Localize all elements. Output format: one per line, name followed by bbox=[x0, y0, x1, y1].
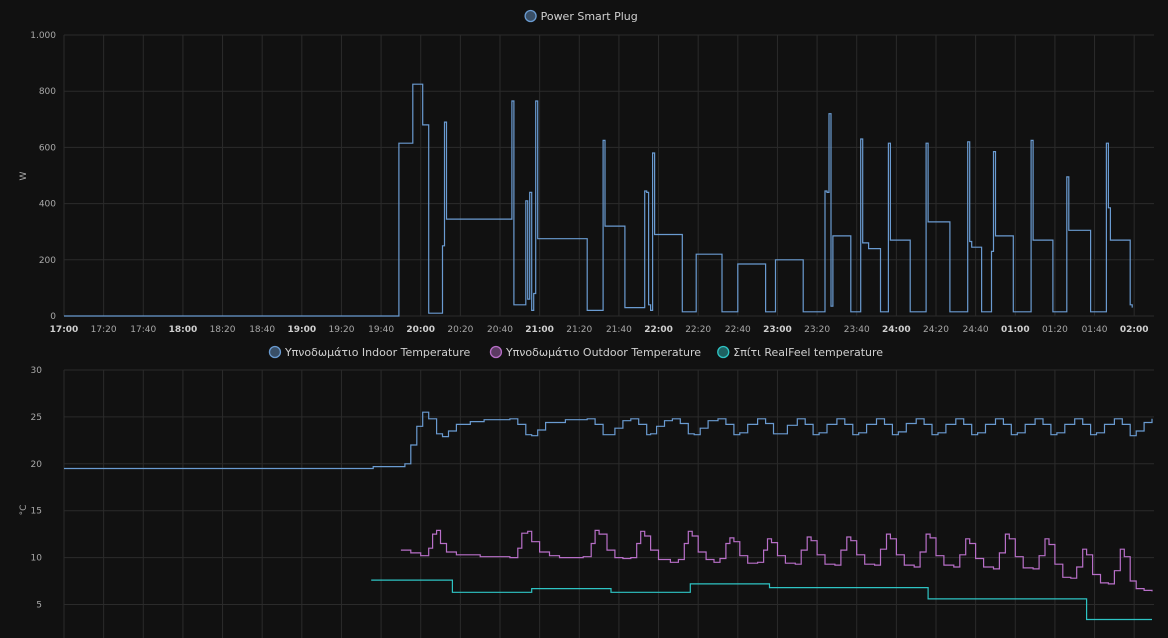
series-line bbox=[64, 83, 1133, 317]
power-legend[interactable]: Power Smart Plug bbox=[524, 9, 638, 23]
legend-label: Power Smart Plug bbox=[541, 10, 638, 23]
temperature-y-axis-title: °C bbox=[19, 505, 29, 516]
x-tick-label: 21:20 bbox=[566, 325, 592, 335]
x-tick-label: 23:00 bbox=[763, 325, 792, 335]
y-tick-label: 200 bbox=[39, 256, 56, 266]
temperature-chart: Υπνοδωμάτιο Indoor Temperature Υπνοδωμάτι… bbox=[19, 345, 1154, 638]
x-tick-label: 17:20 bbox=[91, 325, 117, 335]
legend-swatch-icon bbox=[268, 345, 282, 359]
legend-item[interactable]: Υπνοδωμάτιο Indoor Temperature bbox=[268, 345, 471, 359]
x-tick-label: 18:20 bbox=[210, 325, 236, 335]
temperature-y-ticks: 5 10 15 20 25 30 bbox=[31, 366, 43, 611]
y-tick-label: 30 bbox=[31, 366, 43, 376]
legend-swatch-icon bbox=[489, 345, 503, 359]
x-tick-label: 02:00 bbox=[1120, 325, 1149, 335]
y-tick-label: 20 bbox=[31, 460, 43, 470]
legend-item[interactable]: Υπνοδωμάτιο Outdoor Temperature bbox=[489, 345, 701, 359]
power-x-ticks: 17:00 17:20 17:40 18:00 18:20 18:40 19:00 19:20… bbox=[50, 325, 1149, 335]
x-tick-label: 23:40 bbox=[844, 325, 870, 335]
x-tick-label: 18:40 bbox=[249, 325, 275, 335]
x-tick-label: 21:00 bbox=[525, 325, 554, 335]
legend-label: Υπνοδωμάτιο Indoor Temperature bbox=[284, 346, 471, 359]
x-tick-label: 24:40 bbox=[963, 325, 989, 335]
series-line bbox=[400, 529, 1153, 592]
y-tick-label: 0 bbox=[50, 312, 56, 322]
legend-swatch-icon bbox=[717, 345, 730, 359]
legend-label: Υπνοδωμάτιο Outdoor Temperature bbox=[505, 346, 701, 359]
legend-item[interactable]: Σπίτι RealFeel temperature bbox=[717, 345, 884, 359]
power-chart: Power Smart Plug W 0 200 400 600 800 1.000 17… bbox=[19, 9, 1154, 335]
power-y-ticks: 0 200 400 600 800 1.000 bbox=[30, 31, 56, 322]
x-tick-label: 18:00 bbox=[169, 325, 198, 335]
x-tick-label: 01:40 bbox=[1082, 325, 1108, 335]
y-tick-label: 15 bbox=[31, 507, 42, 517]
legend-item[interactable]: Power Smart Plug bbox=[524, 9, 638, 23]
x-tick-label: 22:20 bbox=[685, 325, 711, 335]
x-tick-label: 21:40 bbox=[606, 325, 632, 335]
y-tick-label: 400 bbox=[39, 200, 56, 210]
temperature-legend[interactable]: Υπνοδωμάτιο Indoor Temperature Υπνοδωμάτι… bbox=[268, 345, 884, 359]
x-tick-label: 17:40 bbox=[130, 325, 156, 335]
y-tick-label: 10 bbox=[31, 554, 43, 564]
x-tick-label: 19:00 bbox=[287, 325, 316, 335]
x-tick-label: 01:00 bbox=[1001, 325, 1030, 335]
series-line bbox=[371, 579, 1152, 621]
y-tick-label: 5 bbox=[36, 601, 42, 611]
y-tick-label: 25 bbox=[31, 413, 42, 423]
x-tick-label: 20:00 bbox=[406, 325, 435, 335]
x-tick-label: 22:40 bbox=[725, 325, 751, 335]
temperature-grid bbox=[63, 369, 1154, 638]
legend-label: Σπίτι RealFeel temperature bbox=[733, 346, 883, 359]
x-tick-label: 22:00 bbox=[644, 325, 673, 335]
x-tick-label: 19:40 bbox=[368, 325, 394, 335]
series-line bbox=[64, 411, 1153, 470]
y-tick-label: 600 bbox=[39, 143, 56, 153]
power-series bbox=[64, 83, 1133, 317]
y-tick-label: 1.000 bbox=[30, 31, 56, 41]
power-grid bbox=[63, 34, 1154, 317]
x-tick-label: 24:20 bbox=[923, 325, 949, 335]
x-tick-label: 01:20 bbox=[1042, 325, 1068, 335]
x-tick-label: 23:20 bbox=[804, 325, 830, 335]
x-tick-label: 20:40 bbox=[487, 325, 513, 335]
legend-swatch-icon bbox=[524, 9, 537, 23]
x-tick-label: 20:20 bbox=[447, 325, 473, 335]
power-y-axis-title: W bbox=[19, 171, 29, 180]
temperature-series bbox=[64, 411, 1153, 621]
x-tick-label: 19:20 bbox=[328, 325, 354, 335]
y-tick-label: 800 bbox=[39, 87, 56, 97]
x-tick-label: 17:00 bbox=[50, 325, 79, 335]
x-tick-label: 24:00 bbox=[882, 325, 911, 335]
